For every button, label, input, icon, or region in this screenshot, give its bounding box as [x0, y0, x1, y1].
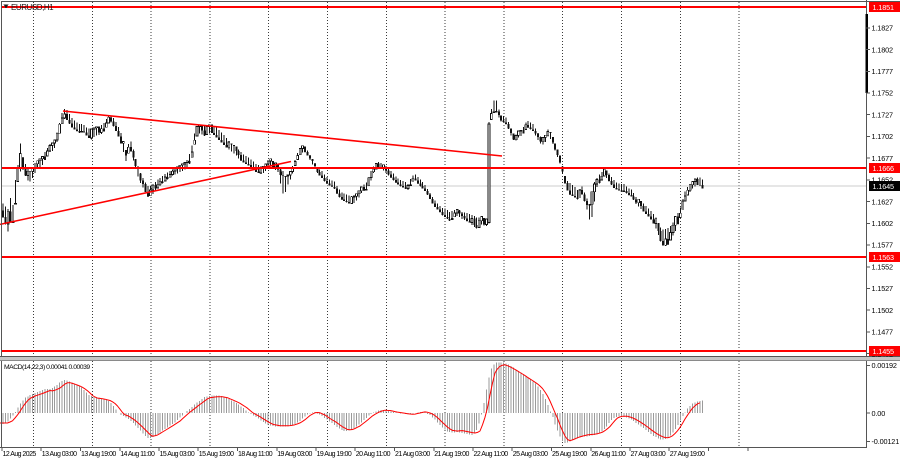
svg-text:1.1727: 1.1727 [872, 110, 894, 119]
svg-text:19 Aug 03:00: 19 Aug 03:00 [277, 451, 312, 458]
svg-text:1.1577: 1.1577 [872, 241, 894, 250]
svg-text:1.1645: 1.1645 [873, 182, 895, 191]
svg-text:13 Aug 19:00: 13 Aug 19:00 [81, 451, 116, 458]
svg-text:1.1677: 1.1677 [872, 154, 894, 163]
svg-text:1.1552: 1.1552 [872, 263, 894, 272]
svg-text:1.1666: 1.1666 [873, 164, 895, 173]
svg-text:0.00: 0.00 [872, 409, 886, 418]
svg-text:20 Aug 11:00: 20 Aug 11:00 [356, 451, 391, 458]
svg-text:1.1752: 1.1752 [872, 89, 894, 98]
svg-text:1.1563: 1.1563 [873, 253, 895, 262]
svg-text:21 Aug 03:00: 21 Aug 03:00 [395, 451, 430, 458]
svg-text:1.1652: 1.1652 [872, 176, 894, 185]
svg-text:14 Aug 11:00: 14 Aug 11:00 [120, 451, 155, 458]
svg-text:1.1802: 1.1802 [872, 45, 894, 54]
svg-text:1.1702: 1.1702 [872, 132, 894, 141]
svg-text:25 Aug 19:00: 25 Aug 19:00 [552, 451, 587, 458]
svg-text:1.1777: 1.1777 [872, 67, 894, 76]
svg-text:19 Aug 19:00: 19 Aug 19:00 [317, 451, 352, 458]
svg-text:25 Aug 03:00: 25 Aug 03:00 [513, 451, 548, 458]
svg-text:26 Aug 11:00: 26 Aug 11:00 [591, 451, 626, 458]
svg-text:15 Aug 19:00: 15 Aug 19:00 [199, 451, 234, 458]
svg-text:15 Aug 03:00: 15 Aug 03:00 [160, 451, 195, 458]
svg-text:EURUSD,H1: EURUSD,H1 [11, 3, 54, 12]
svg-text:12 Aug 2025: 12 Aug 2025 [3, 451, 37, 458]
svg-text:18 Aug 11:00: 18 Aug 11:00 [238, 451, 273, 458]
svg-text:27 Aug 03:00: 27 Aug 03:00 [631, 451, 666, 458]
svg-text:-0.00121: -0.00121 [872, 437, 900, 446]
svg-text:1.1627: 1.1627 [872, 197, 894, 206]
svg-text:13 Aug 03:00: 13 Aug 03:00 [42, 451, 77, 458]
svg-text:21 Aug 19:00: 21 Aug 19:00 [434, 451, 469, 458]
svg-text:1.1502: 1.1502 [872, 306, 894, 315]
svg-text:1.1477: 1.1477 [872, 328, 894, 337]
svg-text:27 Aug 19:00: 27 Aug 19:00 [670, 451, 705, 458]
svg-text:22 Aug 11:00: 22 Aug 11:00 [474, 451, 509, 458]
svg-text:1.1851: 1.1851 [873, 3, 895, 12]
svg-text:1.1827: 1.1827 [872, 24, 894, 33]
svg-text:1.1527: 1.1527 [872, 284, 894, 293]
svg-text:1.1455: 1.1455 [873, 347, 895, 356]
svg-text:1.1602: 1.1602 [872, 219, 894, 228]
svg-text:0.00192: 0.00192 [872, 361, 897, 370]
svg-text:MACD(14,22,3) 0.00041 0.00039: MACD(14,22,3) 0.00041 0.00039 [4, 364, 90, 371]
